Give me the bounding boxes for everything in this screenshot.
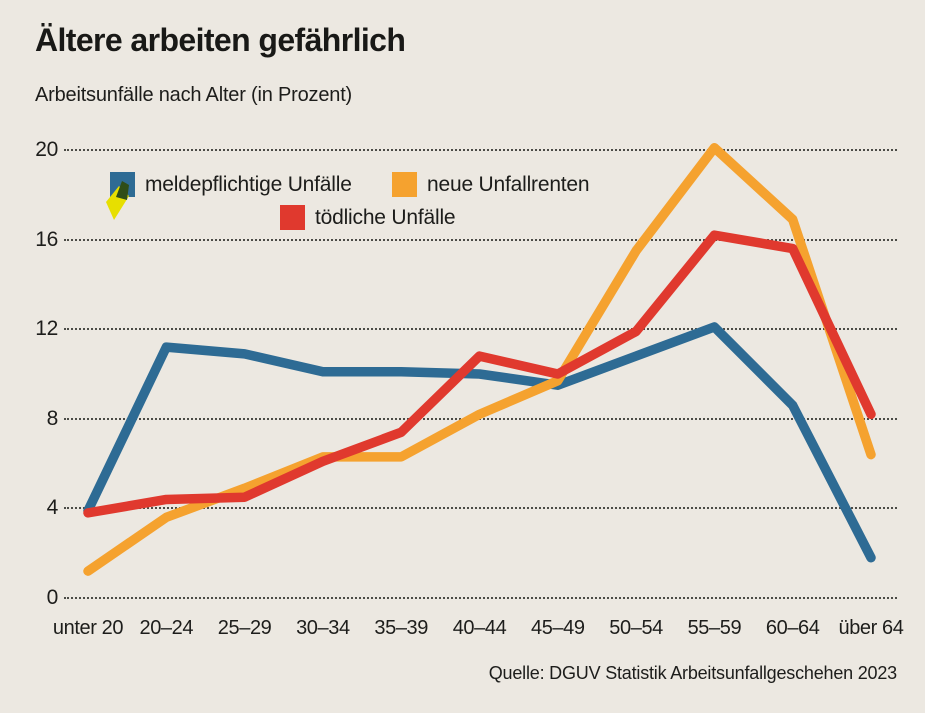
x-tick-label-2: 25–29 (217, 617, 272, 639)
y-tick-label-4: 4 (46, 496, 59, 520)
x-tick-label-10: über 64 (838, 617, 904, 639)
y-tick-label-0: 0 (46, 586, 59, 609)
legend-label-meldepflichtige-unfaelle: meldepflichtige Unfälle (145, 173, 352, 196)
y-tick-label-20: 20 (35, 138, 58, 161)
chart-subtitle: Arbeitsunfälle nach Alter (in Prozent) (35, 84, 353, 106)
legend-swatch-meldepflichtige-unfaelle (110, 172, 135, 197)
line-series-2 (83, 230, 876, 518)
gridline-y-0 (64, 597, 897, 599)
gridline-y-12 (64, 328, 897, 331)
gridline-y-16 (64, 238, 897, 241)
y-tick-label-16: 16 (35, 227, 58, 251)
legend-label-neue-unfallrenten: neue Unfallrenten (427, 173, 590, 196)
legend-swatch-neue-unfallrenten (392, 172, 417, 197)
line-series-0 (83, 322, 876, 563)
x-tick-label-0: unter 20 (52, 617, 124, 639)
x-tick-label-9: 60–64 (765, 617, 820, 639)
source-credit: Quelle: DGUV Statistik Arbeitsunfallgesc… (488, 663, 897, 683)
y-tick-label-8: 8 (46, 406, 59, 430)
legend-swatch-toedliche-unfaelle (280, 205, 305, 230)
gridline-y-20 (64, 149, 897, 151)
chart-title: Ältere arbeiten gefährlich (35, 22, 406, 58)
x-tick-label-5: 40–44 (452, 617, 507, 639)
x-tick-label-8: 55–59 (687, 617, 742, 639)
y-tick-label-12: 12 (35, 317, 58, 341)
x-tick-label-3: 30–34 (296, 617, 350, 639)
x-tick-label-7: 50–54 (609, 617, 663, 639)
x-tick-label-6: 45–49 (530, 617, 585, 639)
gridline-y-4 (64, 507, 897, 510)
legend-label-toedliche-unfaelle: tödliche Unfälle (315, 206, 456, 229)
x-tick-label-4: 35–39 (374, 617, 428, 639)
x-tick-label-1: 20–24 (139, 617, 194, 639)
